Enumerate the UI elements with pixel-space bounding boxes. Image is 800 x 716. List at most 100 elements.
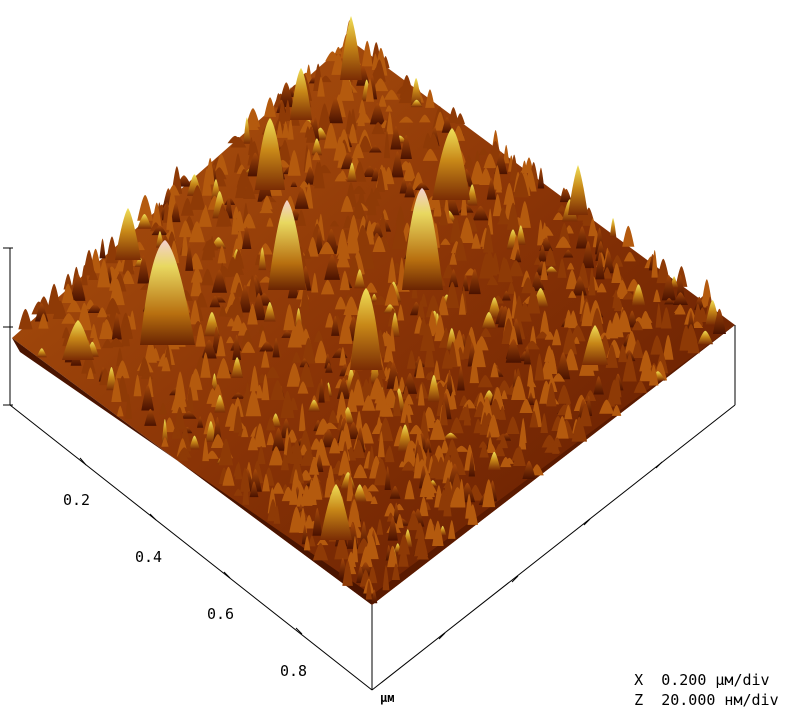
surface-bump [371, 589, 378, 604]
surface-bump [97, 259, 111, 288]
surface-bump [161, 419, 168, 444]
surface-bump [391, 563, 400, 581]
surface-bump [463, 404, 472, 426]
surface-bump [364, 491, 375, 502]
surface-bump [481, 312, 496, 329]
surface-bump [266, 416, 276, 431]
surface-bump [383, 341, 394, 363]
surface-bump [290, 180, 298, 187]
surface-bump [216, 358, 231, 379]
surface-bump [370, 496, 378, 504]
surface-bump [312, 507, 323, 536]
surface-bump [518, 424, 527, 450]
surface-bump [633, 380, 648, 393]
surface-bump [185, 243, 194, 271]
surface-bump [402, 162, 416, 182]
surface-bump [537, 219, 545, 246]
surface-bump [385, 105, 393, 112]
surface-bump [306, 236, 319, 257]
surface-bump [622, 292, 637, 300]
surface-bump [413, 531, 429, 557]
surface-bump [298, 429, 312, 453]
surface-bump [479, 253, 494, 279]
surface-bump [400, 399, 412, 423]
surface-bump [692, 303, 704, 326]
surface-bump [233, 488, 243, 496]
surface-bump [286, 363, 302, 387]
surface-bump [401, 461, 416, 471]
surface-bump [402, 441, 418, 467]
surface-bump [572, 276, 587, 296]
surface-bump [448, 269, 459, 288]
surface-bump [519, 398, 533, 414]
surface-bump [507, 281, 516, 294]
surface-bump [231, 211, 239, 235]
surface-bump [320, 279, 335, 295]
surface-bump [468, 452, 476, 477]
surface-bump [395, 513, 404, 528]
surface-bump [691, 321, 704, 328]
surface-bump [376, 519, 384, 535]
surface-bump [86, 367, 94, 380]
surface-bump [397, 304, 405, 321]
surface-bump [382, 403, 394, 417]
surface-bump [141, 384, 155, 411]
surface-bump [469, 357, 479, 384]
surface-bump [531, 271, 543, 292]
surface-bump [361, 395, 376, 411]
surface-bump [304, 514, 314, 529]
surface-bump [241, 329, 254, 348]
surface-bump [313, 330, 324, 343]
surface-bump [524, 340, 540, 350]
surface-bump [180, 197, 194, 216]
surface-bump [611, 263, 622, 283]
peak-center-right [402, 188, 443, 290]
surface-bump [618, 344, 628, 363]
surface-bump [189, 435, 200, 450]
surface-bump [273, 504, 281, 524]
surface-bump [196, 416, 204, 428]
surface-bump [312, 152, 321, 161]
surface-bump [500, 390, 508, 400]
surface-bump [231, 296, 244, 318]
surface-bump [361, 40, 373, 67]
surface-bump [479, 148, 489, 156]
surface-bump [300, 484, 313, 506]
surface-bump [294, 188, 309, 209]
surface-bump [287, 119, 294, 140]
surface-bump [487, 297, 502, 319]
surface-bump [83, 249, 95, 276]
surface-bump [638, 310, 653, 329]
surface-bump [352, 484, 367, 502]
surface-bump [515, 225, 526, 245]
surface-bump [675, 266, 688, 287]
surface-bump [111, 377, 122, 403]
surface-bump [605, 326, 619, 339]
surface-bump [259, 205, 273, 214]
surface-bump [662, 334, 674, 360]
surface-bump [101, 339, 114, 349]
surface-bump [301, 337, 316, 364]
surface-bump [339, 346, 347, 366]
surface-bump [287, 326, 303, 348]
surface-bump [231, 357, 243, 378]
surface-bump [399, 178, 409, 194]
surface-bump [656, 258, 671, 284]
surface-bump [346, 421, 360, 440]
surface-bump [588, 267, 596, 296]
surface-bump [573, 336, 580, 344]
peak-mid-left [255, 118, 285, 190]
surface-bump [593, 376, 604, 395]
surface-bump [323, 380, 330, 402]
surface-bump [462, 399, 476, 409]
surface-bump [325, 312, 335, 328]
surface-bump [449, 417, 464, 434]
surface-bump [189, 185, 206, 210]
surface-major-peaks [62, 16, 608, 540]
surface-bump [483, 224, 494, 253]
surface-bump [296, 209, 307, 226]
surface-bump [311, 272, 319, 293]
surface-bump [378, 95, 387, 107]
surface-bump [463, 155, 474, 168]
surface-bump [202, 437, 209, 462]
